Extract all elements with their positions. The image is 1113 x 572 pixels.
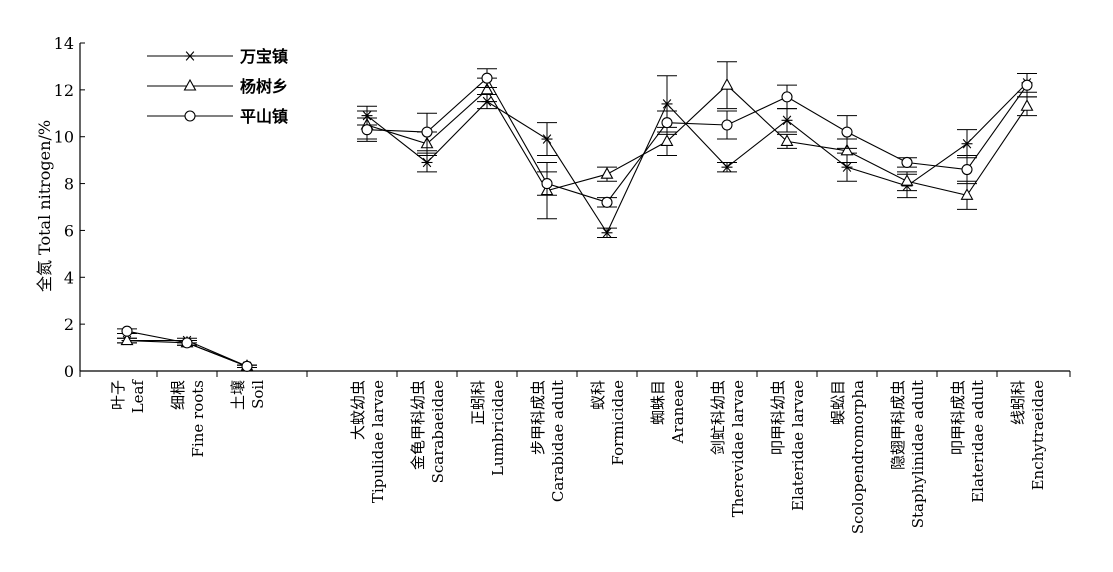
data-point (840, 143, 854, 156)
x-tick-label-en: Leaf (129, 379, 147, 414)
data-point (121, 325, 133, 337)
x-tick-label-en: Enchytraeidae (1029, 380, 1047, 491)
legend-marker-triangle (183, 78, 197, 91)
x-tick-label-en: Scarabaeidae (429, 380, 447, 483)
y-tick-label: 12 (54, 81, 74, 100)
data-point (601, 228, 613, 238)
legend-label: 万宝镇 (239, 47, 288, 66)
data-point (241, 360, 253, 372)
x-tick-label-en: Elateridae adult (969, 380, 987, 503)
y-axis-title: 全氮 Total nitrogen/% (35, 120, 54, 292)
x-tick-label-en: Carabidae adult (549, 380, 567, 502)
y-tick-label: 4 (64, 268, 74, 287)
data-point (721, 119, 733, 131)
data-point (841, 126, 853, 138)
data-point (960, 188, 974, 200)
series-line (366, 82, 1028, 234)
x-tick-label-en: Formicidae (609, 380, 627, 466)
x-tick-label-zh: 大蚊幼虫 (349, 380, 367, 440)
data-point (481, 72, 493, 84)
data-point (661, 117, 673, 129)
data-point (1021, 79, 1033, 91)
y-tick-label: 8 (64, 175, 74, 194)
data-point (181, 337, 193, 349)
x-tick-label-en: Staphylinidae adult (909, 380, 927, 528)
series-line (366, 77, 1028, 203)
data-point (961, 138, 973, 149)
x-tick-label-en: Fine roots (189, 380, 207, 457)
x-tick-label-zh: 叩甲科幼虫 (769, 380, 787, 455)
data-point (721, 162, 733, 172)
data-point (780, 134, 794, 146)
series-layer (117, 61, 1037, 372)
data-point (541, 134, 553, 144)
data-point (781, 91, 793, 103)
legend-label: 平山镇 (240, 107, 288, 126)
y-tick-label: 0 (64, 362, 74, 381)
x-tick-label-zh: 蜈蚣目 (829, 380, 847, 425)
series-line (366, 84, 1028, 196)
data-point (661, 99, 673, 109)
data-point (961, 163, 973, 176)
x-tick-label-zh: 金龟甲科幼虫 (409, 380, 427, 470)
x-tick-label-zh: 蚁科 (589, 380, 607, 410)
y-tick-label: 2 (64, 315, 74, 334)
legend-label: 杨树乡 (240, 77, 288, 96)
data-point (601, 196, 613, 208)
y-tick-label: 10 (54, 128, 74, 147)
data-point (900, 174, 914, 186)
x-tick-label-zh: 线蚓科 (1009, 380, 1027, 425)
x-tick-label-en: Araneae (669, 380, 687, 444)
y-tick-label: 6 (64, 221, 74, 240)
x-tick-label-zh: 叶子 (109, 380, 127, 410)
legend-marker-circle (184, 110, 196, 122)
data-point (660, 134, 674, 146)
x-tick-label-zh: 叩甲科成虫 (949, 380, 967, 455)
data-point (541, 178, 553, 190)
data-point (421, 126, 433, 138)
x-tick-label-zh: 步甲科成虫 (529, 380, 547, 455)
x-tick-label-en: Elateridae larvae (789, 380, 807, 511)
data-point (480, 82, 494, 95)
data-point (901, 156, 913, 169)
legend-item: 平山镇 (147, 107, 288, 126)
data-point (781, 115, 793, 126)
x-tick-label-zh: 剑虻科幼虫 (709, 380, 727, 455)
data-point (720, 78, 734, 90)
legend-item: 杨树乡 (147, 77, 288, 96)
legend-item: 万宝镇 (147, 47, 288, 66)
x-tick-label-zh: 正蚓科 (469, 380, 487, 425)
x-tick-label-zh: 细根 (169, 380, 187, 410)
data-point (421, 157, 433, 168)
x-tick-label-en: Lumbricidae (489, 380, 507, 476)
x-tick-label-zh: 土壤 (229, 380, 247, 410)
x-tick-label-zh: 蜘蛛目 (649, 380, 667, 425)
x-tick-label-en: Therevidae larvae (729, 380, 747, 517)
data-point (841, 162, 853, 172)
data-point (361, 124, 373, 136)
series-circle (117, 68, 1037, 372)
y-tick-label: 14 (54, 34, 74, 53)
data-point (600, 167, 614, 179)
legend-marker-star (184, 51, 196, 61)
x-tick-label-zh: 隐翅甲科成虫 (889, 380, 907, 470)
x-tick-label-en: Scolopendromorpha (849, 380, 867, 534)
x-tick-label-en: Tipulidae larvae (369, 380, 387, 503)
data-point (1020, 99, 1034, 111)
data-point (120, 333, 134, 346)
x-tick-label-en: Soil (249, 380, 267, 409)
